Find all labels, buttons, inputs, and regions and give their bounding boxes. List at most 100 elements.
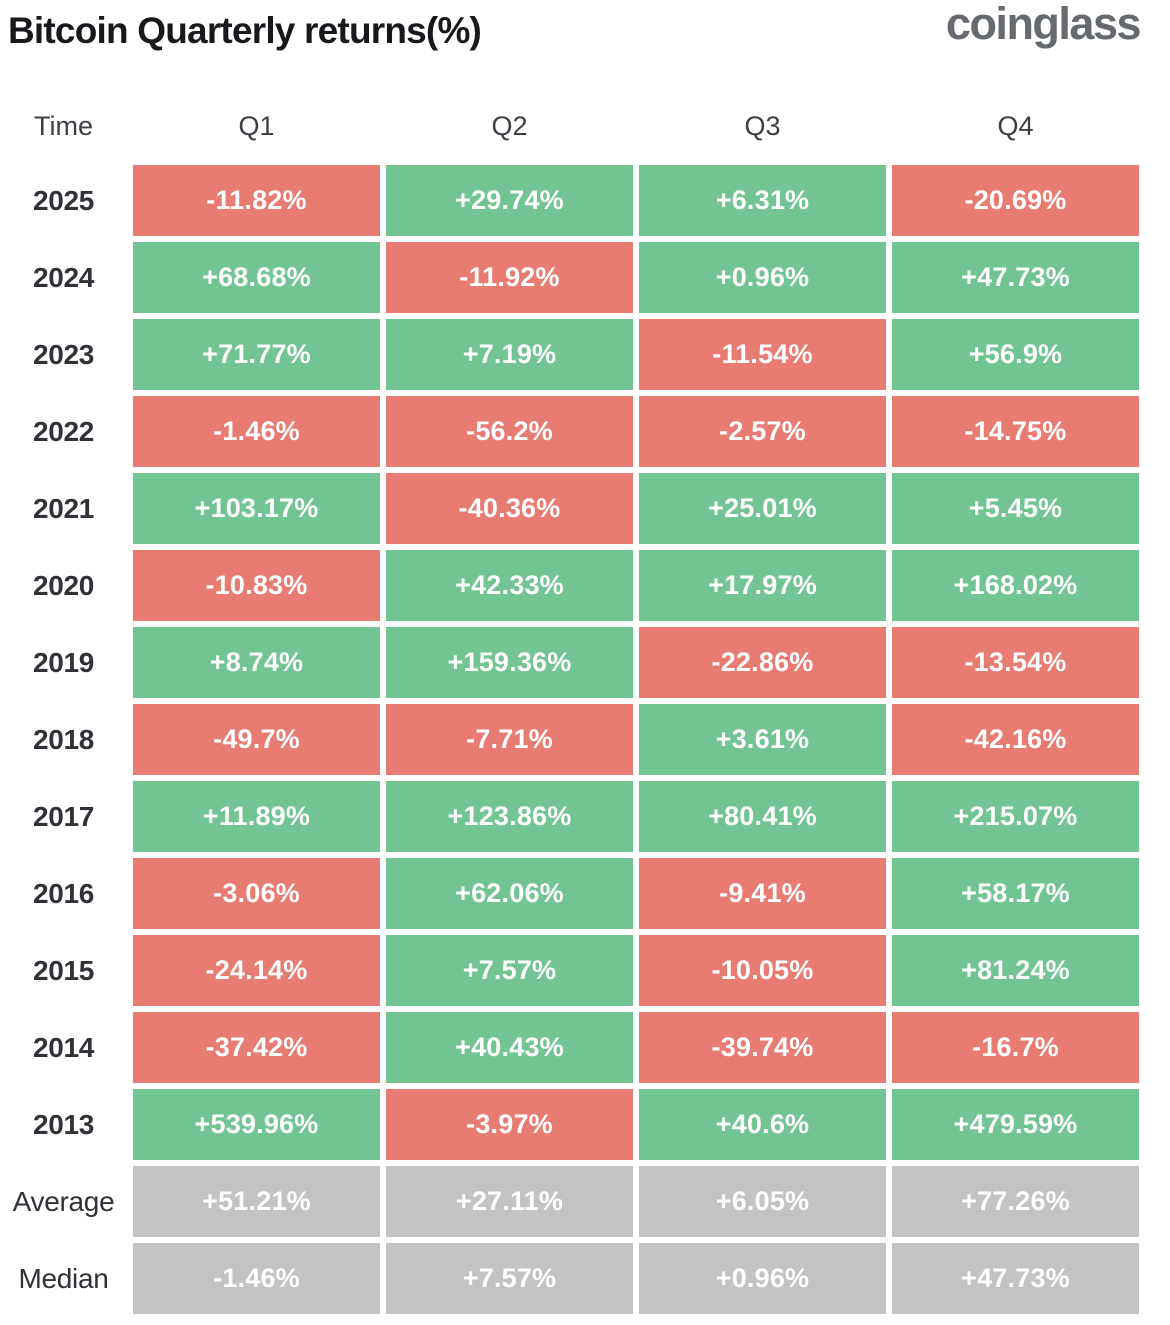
return-cell: +51.21% [133,1166,380,1237]
return-cell: +47.73% [892,242,1139,313]
table-row: 2017 +11.89% +123.86% +80.41% +215.07% [0,781,1139,852]
return-cell: -22.86% [639,627,886,698]
column-header-q2: Q2 [491,110,528,141]
return-cell: +3.61% [639,704,886,775]
row-label: 2025 [32,184,95,216]
return-cell: +168.02% [892,550,1139,621]
return-cell: +47.73% [892,1243,1139,1314]
return-cell: +7.57% [386,935,633,1006]
return-cell: +25.01% [639,473,886,544]
return-cell: +42.33% [386,550,633,621]
return-cell: -42.16% [892,704,1139,775]
row-label: 2013 [32,1108,95,1140]
table-body: 2025 -11.82% +29.74% +6.31% -20.69% 2024 +68.6… [0,165,1139,1314]
row-label: 2021 [32,492,95,524]
return-cell: +159.36% [386,627,633,698]
table-row: 2016 -3.06% +62.06% -9.41% +58.17% [0,858,1139,929]
return-cell: -2.57% [639,396,886,467]
return-cell: +27.11% [386,1166,633,1237]
row-label: 2023 [32,338,95,370]
return-cell: -16.7% [892,1012,1139,1083]
return-cell: +29.74% [386,165,633,236]
return-cell: -56.2% [386,396,633,467]
return-cell: +7.57% [386,1243,633,1314]
table-row: 2022 -1.46% -56.2% -2.57% -14.75% [0,396,1139,467]
return-cell: +71.77% [133,319,380,390]
row-label: Median [18,1262,109,1294]
row-label: 2017 [32,800,95,832]
table-row: 2020 -10.83% +42.33% +17.97% +168.02% [0,550,1139,621]
page-header: Bitcoin Quarterly returns(%) coinglass [8,0,1142,52]
return-cell: -11.82% [133,165,380,236]
row-label: 2014 [32,1031,95,1063]
table-row: 2023 +71.77% +7.19% -11.54% +56.9% [0,319,1139,390]
summary-row: Average +51.21% +27.11% +6.05% +77.26% [0,1166,1139,1237]
table-row: 2014 -37.42% +40.43% -39.74% -16.7% [0,1012,1139,1083]
return-cell: -7.71% [386,704,633,775]
return-cell: +5.45% [892,473,1139,544]
return-cell: -11.54% [639,319,886,390]
return-cell: +62.06% [386,858,633,929]
return-cell: +6.05% [639,1166,886,1237]
row-label: 2024 [32,261,95,293]
row-label: 2016 [32,877,95,909]
coinglass-logo[interactable]: coinglass [945,0,1142,49]
table-row: 2018 -49.7% -7.71% +3.61% -42.16% [0,704,1139,775]
return-cell: -13.54% [892,627,1139,698]
return-cell: -49.7% [133,704,380,775]
row-label: 2018 [32,723,95,755]
return-cell: -3.97% [386,1089,633,1160]
return-cell: -10.83% [133,550,380,621]
return-cell: +0.96% [639,1243,886,1314]
table-row: 2013 +539.96% -3.97% +40.6% +479.59% [0,1089,1139,1160]
summary-row: Median -1.46% +7.57% +0.96% +47.73% [0,1243,1139,1314]
table-row: 2019 +8.74% +159.36% -22.86% -13.54% [0,627,1139,698]
return-cell: +17.97% [639,550,886,621]
return-cell: +80.41% [639,781,886,852]
column-header-q3: Q3 [744,110,781,141]
return-cell: +6.31% [639,165,886,236]
row-label: 2020 [32,569,95,601]
return-cell: -3.06% [133,858,380,929]
return-cell: +40.43% [386,1012,633,1083]
table-row: 2021 +103.17% -40.36% +25.01% +5.45% [0,473,1139,544]
column-header-time: Time [34,110,93,141]
return-cell: +11.89% [133,781,380,852]
return-cell: +77.26% [892,1166,1139,1237]
row-label: 2022 [32,415,95,447]
return-cell: -39.74% [639,1012,886,1083]
return-cell: -24.14% [133,935,380,1006]
return-cell: -1.46% [133,396,380,467]
row-label: Average [12,1185,115,1217]
return-cell: -9.41% [639,858,886,929]
return-cell: +40.6% [639,1089,886,1160]
return-cell: -37.42% [133,1012,380,1083]
return-cell: -14.75% [892,396,1139,467]
return-cell: +123.86% [386,781,633,852]
table-row: 2015 -24.14% +7.57% -10.05% +81.24% [0,935,1139,1006]
return-cell: +103.17% [133,473,380,544]
return-cell: -20.69% [892,165,1139,236]
quarterly-returns-table: Time Q1 Q2 Q3 Q4 2025 -11.82% +29.74% +6.31… [0,100,1139,1320]
return-cell: +539.96% [133,1089,380,1160]
return-cell: +479.59% [892,1089,1139,1160]
return-cell: +68.68% [133,242,380,313]
table-header-row: Time Q1 Q2 Q3 Q4 [0,100,1139,152]
column-header-q4: Q4 [997,110,1034,141]
return-cell: +56.9% [892,319,1139,390]
table-row: 2024 +68.68% -11.92% +0.96% +47.73% [0,242,1139,313]
column-header-q1: Q1 [238,110,275,141]
row-label: 2019 [32,646,95,678]
return-cell: +215.07% [892,781,1139,852]
return-cell: +58.17% [892,858,1139,929]
return-cell: -10.05% [639,935,886,1006]
return-cell: -11.92% [386,242,633,313]
table-row: 2025 -11.82% +29.74% +6.31% -20.69% [0,165,1139,236]
return-cell: -40.36% [386,473,633,544]
return-cell: -1.46% [133,1243,380,1314]
return-cell: +7.19% [386,319,633,390]
return-cell: +8.74% [133,627,380,698]
return-cell: +81.24% [892,935,1139,1006]
page-title: Bitcoin Quarterly returns(%) [8,10,482,51]
